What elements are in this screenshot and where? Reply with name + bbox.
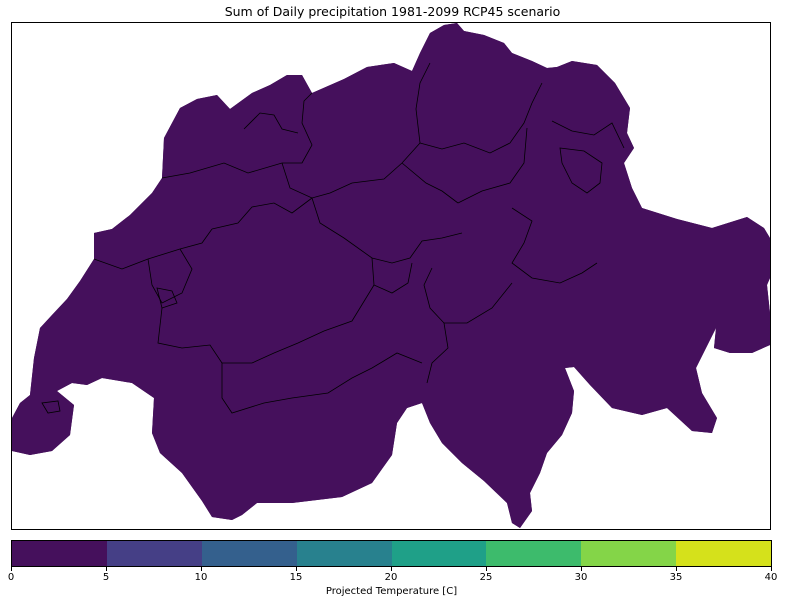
colorbar-tick-label: 35 xyxy=(669,572,683,583)
colorbar-tick-label: 15 xyxy=(289,572,303,583)
colorbar-segment xyxy=(391,541,487,566)
colorbar-tick xyxy=(581,567,582,571)
colorbar-tick xyxy=(11,567,12,571)
colorbar-tick-label: 20 xyxy=(384,572,398,583)
colorbar-tick-label: 40 xyxy=(764,572,778,583)
colorbar-segment xyxy=(12,541,107,566)
colorbar-tick-label: 10 xyxy=(194,572,208,583)
colorbar-ticks: 0 5 10 15 20 25 30 35 40 xyxy=(7,567,777,587)
colorbar-segment xyxy=(106,541,202,566)
colorbar-tick xyxy=(106,567,107,571)
map-axes xyxy=(11,22,771,530)
colorbar-segment xyxy=(486,541,582,566)
canton-borders xyxy=(12,23,770,529)
colorbar-segment xyxy=(676,541,771,566)
colorbar-tick xyxy=(391,567,392,571)
chart-title: Sum of Daily precipitation 1981-2099 RCP… xyxy=(224,4,561,19)
colorbar-tick xyxy=(676,567,677,571)
colorbar-tick xyxy=(771,567,772,571)
colorbar-tick-label: 30 xyxy=(574,572,588,583)
colorbar-tick-label: 25 xyxy=(479,572,493,583)
colorbar-segment xyxy=(296,541,392,566)
colorbar-segment xyxy=(201,541,297,566)
colorbar-tick xyxy=(201,567,202,571)
colorbar xyxy=(11,540,772,567)
colorbar-segment xyxy=(581,541,677,566)
colorbar-tick xyxy=(296,567,297,571)
colorbar-tick-label: 5 xyxy=(102,572,110,583)
switzerland-map xyxy=(12,23,770,529)
colorbar-label: Projected Temperature [C] xyxy=(325,586,458,597)
colorbar-tick xyxy=(486,567,487,571)
colorbar-tick-label: 0 xyxy=(7,572,15,583)
